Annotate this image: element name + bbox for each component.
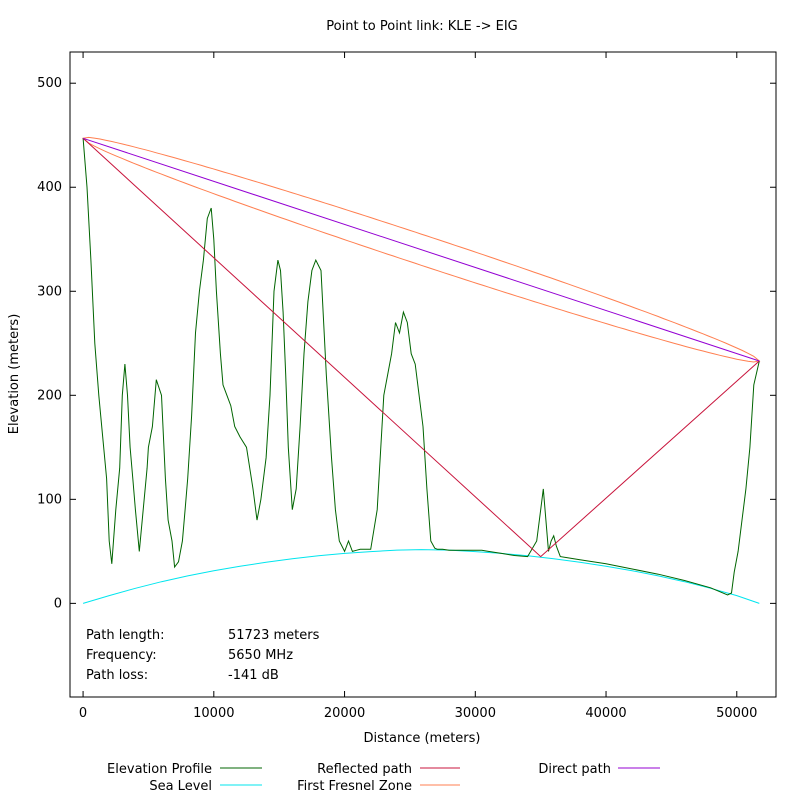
legend-label-sea-level: Sea Level <box>149 779 212 794</box>
series-elevation-profile <box>82 138 760 596</box>
info-path-length-label: Path length: <box>86 628 165 643</box>
y-tick-label: 100 <box>37 492 62 507</box>
info-path-length-value: 51723 meters <box>228 628 320 643</box>
info-path-loss-label: Path loss: <box>86 668 148 683</box>
y-tick-label: 400 <box>37 180 62 195</box>
info-frequency-label: Frequency: <box>86 648 157 663</box>
x-tick-label: 20000 <box>324 706 365 721</box>
series-direct-path <box>82 137 760 362</box>
legend-label-reflected-path: Reflected path <box>317 762 412 777</box>
series-reflected-path <box>82 137 760 558</box>
y-tick-label: 500 <box>37 76 62 91</box>
path-info: Path length: 51723 meters Frequency: 565… <box>86 628 320 683</box>
y-tick-label: 200 <box>37 388 62 403</box>
y-axis-label: Elevation (meters) <box>7 314 22 435</box>
y-tick-label: 300 <box>37 284 62 299</box>
x-tick-label: 50000 <box>716 706 757 721</box>
legend-label-first-fresnel-zone: First Fresnel Zone <box>297 779 412 794</box>
series-layer <box>81 136 761 604</box>
x-tick-label: 40000 <box>585 706 626 721</box>
chart-title: Point to Point link: KLE -> EIG <box>326 19 517 34</box>
x-tick-label: 30000 <box>455 706 496 721</box>
legend-label-elevation-profile: Elevation Profile <box>107 762 212 777</box>
y-tick-label: 0 <box>54 596 62 611</box>
series-sea-level <box>82 549 760 604</box>
x-tick-label: 10000 <box>193 706 234 721</box>
x-tick-label: 0 <box>79 706 87 721</box>
x-axis-label: Distance (meters) <box>364 731 481 746</box>
info-path-loss-value: -141 dB <box>228 668 279 683</box>
axis-ticks: 0 10000 20000 30000 40000 50000 0 100 200 300 400 5… <box>37 52 776 721</box>
plot-frame <box>69 51 777 698</box>
legend-label-direct-path: Direct path <box>538 762 611 777</box>
info-frequency-value: 5650 MHz <box>228 648 293 663</box>
legend: Elevation Profile Sea Level Reflected pa… <box>107 762 660 794</box>
